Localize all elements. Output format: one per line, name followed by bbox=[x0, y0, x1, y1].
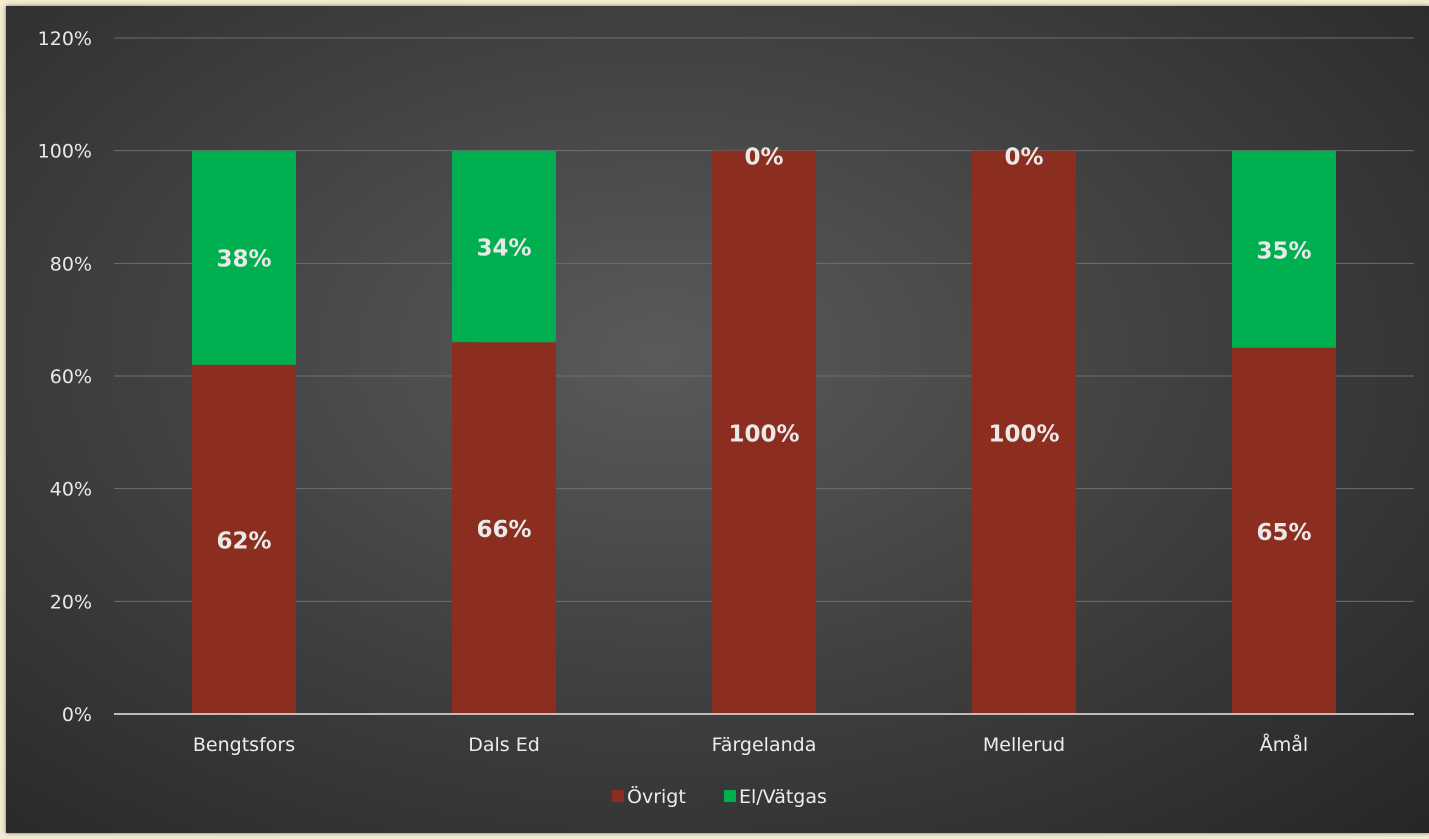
legend-label: Övrigt bbox=[627, 785, 686, 808]
data-label: 0% bbox=[1004, 145, 1043, 171]
y-tick-label: 40% bbox=[50, 479, 92, 501]
data-label: 34% bbox=[476, 235, 531, 261]
y-tick-label: 120% bbox=[38, 28, 92, 50]
x-category-label: Bengtsfors bbox=[193, 734, 295, 756]
y-tick-label: 80% bbox=[50, 253, 92, 275]
bar--vrigt-4 bbox=[1232, 347, 1336, 714]
y-tick-label: 60% bbox=[50, 366, 92, 388]
x-axis-categories: Bengtsfors Dals Ed Färgelanda Mellerud Åmål bbox=[193, 733, 1308, 756]
x-category-label: Färgelanda bbox=[712, 734, 817, 756]
data-label: 62% bbox=[216, 528, 271, 554]
y-tick-label: 100% bbox=[38, 141, 92, 163]
x-category-label: Åmål bbox=[1260, 733, 1308, 756]
y-axis-ticks: 0% 20% 40% 60% 80% 100% 120% bbox=[38, 28, 92, 726]
bar-el-v-tgas-0 bbox=[192, 150, 296, 365]
data-label: 65% bbox=[1256, 520, 1311, 546]
legend: Övrigt El/Vätgas bbox=[612, 785, 827, 808]
y-tick-label: 0% bbox=[62, 704, 92, 726]
data-label: 0% bbox=[744, 145, 783, 171]
data-label: 66% bbox=[476, 517, 531, 543]
bar--vrigt-3 bbox=[972, 150, 1076, 714]
data-label: 35% bbox=[1256, 238, 1311, 264]
bars bbox=[192, 150, 1336, 714]
data-labels: 62% 38% 66% 34% 100% 0% 100% 0% 65% 35% bbox=[216, 145, 1311, 555]
bar--vrigt-2 bbox=[712, 150, 816, 714]
legend-label: El/Vätgas bbox=[739, 786, 827, 808]
chart-panel: 0% 20% 40% 60% 80% 100% 120% 62% 38% 66% 34% 100% 0… bbox=[6, 6, 1429, 833]
bar-el-v-tgas-4 bbox=[1232, 150, 1336, 348]
data-label: 38% bbox=[216, 247, 271, 273]
legend-swatch bbox=[724, 790, 736, 802]
bar-el-v-tgas-1 bbox=[452, 150, 556, 343]
data-label: 100% bbox=[728, 421, 799, 447]
data-label: 100% bbox=[988, 421, 1059, 447]
y-tick-label: 20% bbox=[50, 591, 92, 613]
legend-swatch bbox=[612, 790, 624, 802]
bar--vrigt-0 bbox=[192, 364, 296, 714]
x-category-label: Mellerud bbox=[983, 734, 1065, 756]
stacked-bar-chart: 0%20%40%60%80%100%120% 62%38%66%34%100%0… bbox=[38, 28, 1414, 808]
x-category-label: Dals Ed bbox=[468, 734, 540, 756]
bar--vrigt-1 bbox=[452, 342, 556, 714]
